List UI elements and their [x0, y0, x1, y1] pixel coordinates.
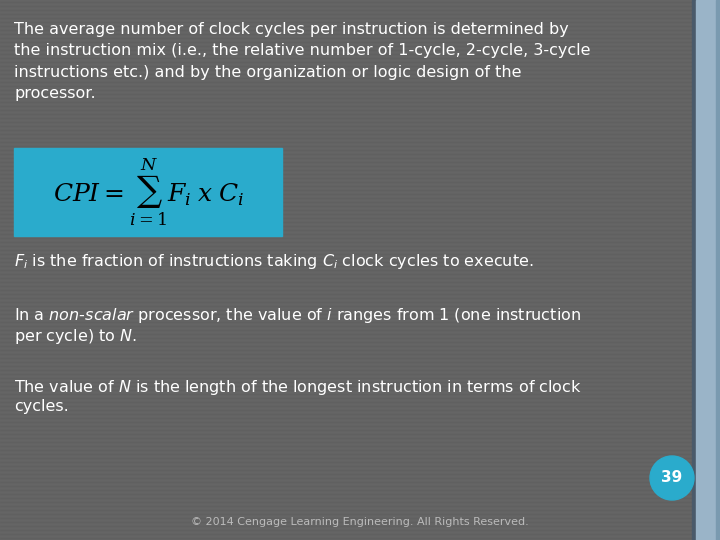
Text: instructions etc.) and by the organization or logic design of the: instructions etc.) and by the organizati… — [14, 65, 521, 79]
Text: $\mathit{CPI} = \sum_{i=1}^{N} \mathit{F}_i \; \mathit{x} \; \mathit{C}_i$: $\mathit{CPI} = \sum_{i=1}^{N} \mathit{F… — [53, 156, 243, 228]
Circle shape — [650, 456, 694, 500]
Text: cycles.: cycles. — [14, 399, 68, 414]
Text: processor.: processor. — [14, 86, 96, 101]
Bar — [696, 0, 716, 540]
Text: In a $\it{non\text{-}scalar}$ processor, the value of $\it{i}$ ranges from 1 (on: In a $\it{non\text{-}scalar}$ processor,… — [14, 306, 581, 325]
Text: © 2014 Cengage Learning Engineering. All Rights Reserved.: © 2014 Cengage Learning Engineering. All… — [191, 517, 529, 527]
Bar — [14, 148, 282, 236]
Text: The average number of clock cycles per instruction is determined by: The average number of clock cycles per i… — [14, 22, 569, 37]
Bar — [716, 0, 720, 540]
Bar — [692, 0, 696, 540]
Text: the instruction mix (i.e., the relative number of 1-cycle, 2-cycle, 3-cycle: the instruction mix (i.e., the relative … — [14, 43, 590, 58]
Text: per cycle) to $\it{N}$.: per cycle) to $\it{N}$. — [14, 327, 137, 346]
Text: The value of $\it{N}$ is the length of the longest instruction in terms of clock: The value of $\it{N}$ is the length of t… — [14, 378, 582, 397]
Text: $\mathit{F}_i$ is the fraction of instructions taking $\mathit{C}_i$ clock cycle: $\mathit{F}_i$ is the fraction of instru… — [14, 252, 534, 271]
Text: 39: 39 — [662, 470, 683, 485]
